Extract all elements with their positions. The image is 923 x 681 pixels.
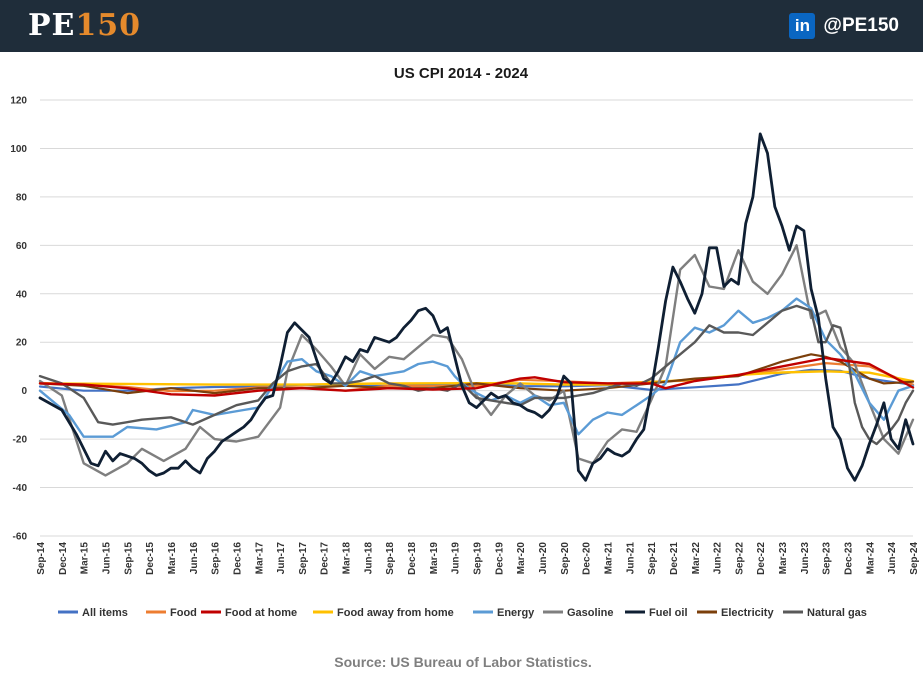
legend-label: Food [170,607,197,619]
x-tick-label: Sep-20 [560,542,571,575]
x-tick-label: Mar-15 [80,542,91,575]
x-tick-label: Mar-23 [778,542,789,575]
x-tick-label: Mar-20 [516,542,527,575]
x-tick-label: Mar-22 [691,542,702,575]
legend-label: All items [82,607,128,619]
x-tick-label: Dec-14 [58,542,69,575]
x-tick-label: Dec-20 [582,542,593,575]
x-tick-label: Dec-18 [407,542,418,575]
y-tick-label: -40 [13,483,28,494]
x-tick-label: Dec-16 [232,542,243,575]
series-line-energy [38,297,915,438]
legend-label: Natural gas [807,607,867,619]
x-tick-label: Jun-23 [800,542,811,575]
series-lines [38,132,915,482]
x-tick-label: Jun-15 [101,542,112,575]
x-tick-label: Sep-21 [647,542,658,575]
legend-label: Electricity [721,607,774,619]
x-tick-label: Dec-19 [494,542,505,575]
x-tick-label: Sep-14 [36,542,47,575]
series-line-fuel-oil [38,132,915,482]
x-tick-label: Jun-19 [451,542,462,575]
x-tick-label: Jun-16 [189,542,200,575]
x-tick-label: Mar-18 [342,542,353,575]
series-line-food-away-from-home [38,370,915,386]
x-tick-label: Mar-24 [865,542,876,575]
y-tick-label: 80 [16,192,28,203]
x-tick-label: Dec-15 [145,542,156,575]
x-tick-label: Sep-24 [909,542,920,575]
y-tick-label: 20 [16,338,28,349]
x-tick-label: Sep-16 [211,542,222,575]
x-tick-label: Mar-16 [167,542,178,575]
legend-label: Gasoline [567,607,613,619]
legend-label: Food away from home [337,607,454,619]
x-tick-label: Dec-21 [669,542,680,575]
x-tick-label: Sep-15 [123,542,134,575]
y-tick-label: 40 [16,289,28,300]
series-line-food [38,362,915,393]
x-tick-label: Dec-23 [844,542,855,575]
x-tick-label: Sep-19 [473,542,484,575]
series-line-natural-gas [38,304,915,446]
linkedin-icon: in [789,13,816,39]
pe150-logo: PE150 [28,8,141,44]
legend-label: Energy [497,607,535,619]
x-tick-label: Sep-22 [734,542,745,575]
x-tick-label: Dec-17 [320,542,331,575]
y-tick-label: 60 [16,241,28,252]
series-line-food-at-home [38,356,915,397]
x-tick-label: Jun-17 [276,542,287,575]
y-axis: -60 -40 -20 0 20 40 60 80 100 120 [10,96,27,543]
series-line-gasoline [38,244,915,477]
y-tick-label: 0 [21,386,27,397]
cpi-chart: US CPI 2014 - 2024 -60 -40 -20 0 20 40 60 80 100… [10,65,920,670]
legend-label: Fuel oil [649,607,688,619]
x-tick-label: Jun-24 [887,542,898,575]
chart-title: US CPI 2014 - 2024 [394,65,529,82]
x-tick-label: Sep-18 [385,542,396,575]
x-axis: Sep-14 Dec-14 Mar-15 Jun-15 Sep-15 Dec-15 Mar-… [36,542,920,575]
x-tick-label: Mar-21 [603,542,614,575]
gridlines [40,99,913,537]
source-note: Source: US Bureau of Labor Statistics. [334,654,592,670]
logo-pe: PE [28,8,76,43]
social-handle: in @PE150 [789,13,899,39]
legend: All items Food Food at home Food away from … [58,607,867,619]
x-tick-label: Mar-19 [429,542,440,575]
header-bar: PE150 in @PE150 [0,0,923,52]
social-handle-text: @PE150 [823,15,899,36]
x-tick-label: Sep-23 [822,542,833,575]
logo-num: 150 [75,8,142,43]
y-tick-label: 100 [10,144,27,155]
x-tick-label: Mar-17 [254,542,265,575]
y-tick-label: 120 [10,96,27,107]
y-tick-label: -60 [13,532,28,543]
x-tick-label: Dec-22 [756,542,767,575]
x-tick-label: Jun-20 [538,542,549,575]
y-tick-label: -20 [13,435,28,446]
x-tick-label: Jun-18 [363,542,374,575]
x-tick-label: Jun-21 [625,542,636,575]
x-tick-label: Jun-22 [713,542,724,575]
legend-label: Food at home [225,607,297,619]
x-tick-label: Sep-17 [298,542,309,575]
